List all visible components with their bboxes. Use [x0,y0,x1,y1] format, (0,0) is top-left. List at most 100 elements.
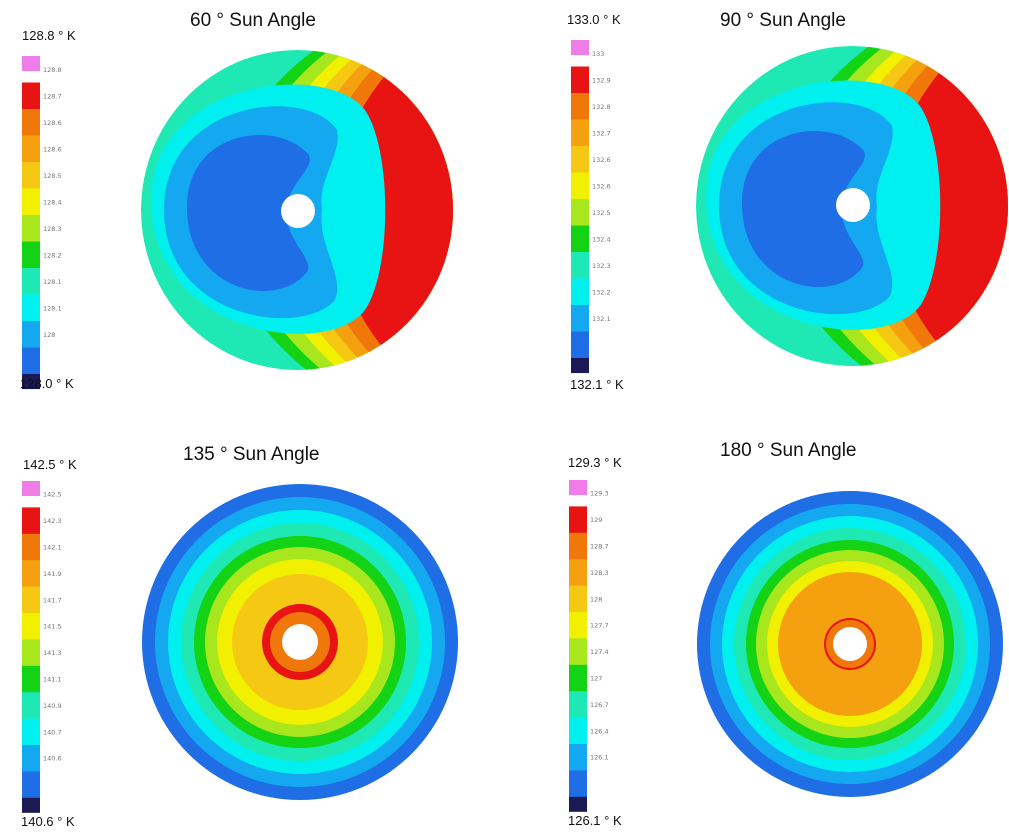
legend-swatch [22,745,40,772]
legend-swatch [22,241,40,269]
panel-title: 135 ° Sun Angle [183,444,320,465]
legend-tick-label: 132.8 [592,103,611,111]
legend-tick-label: 132.6 [592,182,611,190]
legend-max-label: 129.3 ° K [568,455,622,470]
legend-swatch [569,796,587,812]
legend-tick-label: 141.5 [43,623,62,631]
legend-tick-label: 128.7 [43,92,62,100]
legend-tick-label: 141.3 [43,649,62,657]
legend-swatch [571,146,589,173]
legend-swatch [22,692,40,720]
legend-swatch [571,66,589,94]
legend-tick-label: 142.1 [43,544,62,552]
color-legend: 142.5 142.3 142.1 141.9 141.7 141.5 141.3 141.1… [22,481,62,813]
legend-swatch [571,225,589,253]
legend-tick-label: 128.7 [590,543,609,551]
center-hole [281,194,315,228]
legend-tick-label: 140.6 [43,755,62,763]
legend-max-label: 133.0 ° K [567,12,621,27]
legend-swatch [22,771,40,799]
legend-tick-label: 140.9 [43,702,62,710]
legend-tick-label: 129 [590,516,602,524]
legend-tick-label: 129.3 [590,490,609,498]
legend-tick-label: 127.4 [590,648,609,656]
legend-tick-label: 142.3 [43,517,62,525]
legend-tick-label: 132.3 [592,262,611,270]
center-hole [833,627,867,661]
contour-disc [697,491,1003,797]
legend-swatch [22,188,40,216]
legend-tick-label: 126.7 [590,701,609,709]
legend-tick-label: 140.7 [43,728,62,736]
legend-swatch [569,612,587,639]
legend-tick-label: 132.4 [592,235,611,243]
legend-tick-label: 132.7 [592,129,611,137]
legend-swatch [22,374,40,390]
legend-swatch [22,109,40,136]
legend-swatch [571,40,589,56]
legend-swatch [22,162,40,189]
legend-tick-label: 126.4 [590,727,609,735]
legend-swatch [22,347,40,375]
legend-tick-label: 127 [590,675,602,683]
legend-swatch [22,321,40,348]
legend-swatch [22,268,40,295]
legend-swatch [571,331,589,359]
legend-swatch [569,532,587,560]
legend-tick-label: 141.7 [43,596,62,604]
legend-swatch [571,119,589,147]
contour-band [741,130,865,288]
legend-swatch [22,665,40,693]
legend-tick-label: 141.1 [43,676,62,684]
legend-tick-label: 128.2 [43,251,62,259]
legend-swatch [569,480,587,496]
legend-tick-label: 128.6 [43,145,62,153]
legend-min-label: 132.1 ° K [570,377,624,392]
legend-swatch [569,744,587,771]
legend-swatch [22,56,40,72]
legend-tick-label: 126.1 [590,754,609,762]
panel-title: 180 ° Sun Angle [720,440,857,461]
panel-135-sun-angle: 135 ° Sun Angle 142.5 ° K 142.5142.3142.… [21,444,458,829]
legend-swatch [569,664,587,692]
legend-tick-label: 128 [590,595,602,603]
legend-tick-label: 133 [592,50,604,58]
legend-swatch [22,560,40,588]
legend-tick-label: 128.5 [43,172,62,180]
legend-swatch [22,718,40,746]
center-hole [836,188,870,222]
legend-tick-label: 128.4 [43,198,62,206]
legend-swatch [22,533,40,561]
legend-swatch [22,797,40,813]
legend-tick-label: 128.3 [590,569,609,577]
legend-tick-label: 132.6 [592,156,611,164]
legend-swatch [569,506,587,534]
legend-swatch [571,199,589,226]
center-hole [282,624,318,660]
contour-band [186,134,310,292]
panel-title: 90 ° Sun Angle [720,10,846,31]
legend-tick-label: 127.7 [590,622,609,630]
legend-swatch [569,585,587,613]
legend-tick-label: 132.1 [592,315,611,323]
legend-tick-label: 128 [43,331,55,339]
legend-swatch [22,586,40,614]
color-legend: 133 132.9 132.8 132.7 132.6 132.6 132.5 132.4 13… [571,40,611,374]
legend-tick-label: 128.1 [43,278,62,286]
contour-disc [142,484,458,800]
legend-tick-label: 128.8 [43,66,62,74]
legend-tick-label: 132.2 [592,288,611,296]
legend-min-label: 126.1 ° K [568,813,622,828]
legend-swatch [22,507,40,535]
legend-swatch [22,481,40,497]
legend-min-label: 140.6 ° K [21,814,75,829]
legend-swatch [22,294,40,322]
legend-swatch [22,215,40,242]
legend-tick-label: 132.9 [592,76,611,84]
legend-swatch [569,717,587,745]
legend-tick-label: 128.6 [43,119,62,127]
color-legend: 129.3 129 128.7 128.3 128 127.7 127.4 127 126.7 1… [569,480,609,812]
legend-swatch [571,93,589,120]
legend-swatch [22,613,40,640]
